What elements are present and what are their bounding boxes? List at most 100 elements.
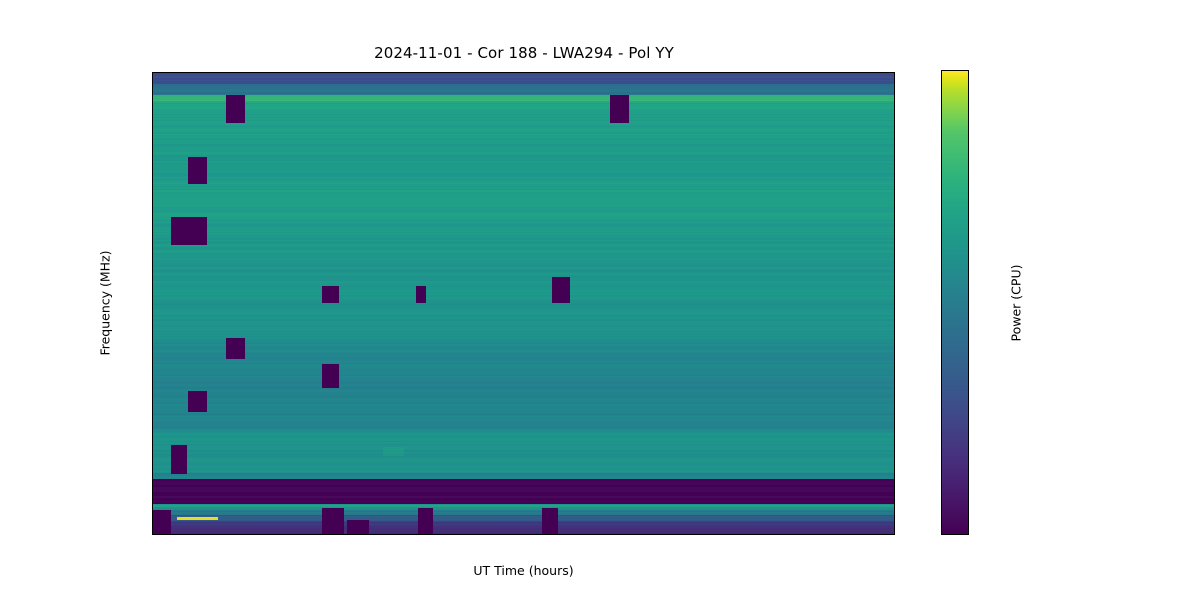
x-axis-minor-tick (867, 534, 868, 535)
spectrum-row (153, 112, 894, 116)
spectrum-row (153, 457, 894, 460)
colorbar-tick (968, 418, 969, 419)
x-axis-minor-tick (702, 534, 703, 535)
spectrum-row (153, 326, 894, 329)
spectrum-row (153, 438, 894, 441)
spectrum-row (153, 215, 894, 219)
low-frequency-gradient (153, 507, 894, 534)
spectrum-row (153, 364, 894, 368)
spectrum-row (153, 300, 894, 303)
spectrum-row (153, 251, 894, 254)
spectrum-row (153, 298, 894, 301)
y-axis-minor-tick (152, 441, 153, 442)
spectrum-row (153, 497, 894, 500)
spectrum-row (153, 306, 894, 309)
spectrum-row (153, 186, 894, 189)
spectrum-row (153, 148, 894, 151)
colorbar[interactable]: 0510152025303540 (941, 70, 969, 535)
spectrum-row (153, 374, 894, 377)
spectrogram-image (153, 73, 894, 534)
x-axis-minor-tick (772, 534, 773, 535)
spectrum-row (153, 209, 894, 212)
spectrum-row (153, 278, 894, 282)
spectrum-row (153, 395, 894, 398)
spectrum-row (153, 199, 894, 202)
spectrum-row (153, 151, 894, 154)
spectrum-row (153, 435, 894, 438)
spectrum-row (153, 328, 894, 331)
spectrum-row (153, 403, 894, 406)
spectrum-row (153, 400, 894, 403)
dropout-block (551, 277, 570, 303)
x-axis-minor-tick (489, 534, 490, 535)
spectrum-row (153, 280, 894, 283)
y-axis-minor-tick (152, 328, 153, 329)
spectrum-row (153, 212, 894, 215)
dropout-block (418, 507, 433, 534)
spectrum-row (153, 475, 894, 478)
spectrum-row (153, 474, 894, 477)
y-axis-tick (152, 428, 153, 429)
x-axis-tick (796, 534, 797, 535)
spectrum-row (153, 380, 894, 383)
colorbar-tick (968, 187, 969, 188)
x-axis-minor-tick (348, 534, 349, 535)
spectrum-row (153, 192, 894, 195)
spectrum-row (153, 94, 894, 97)
spectrum-row (153, 211, 894, 214)
spectrum-row (153, 481, 894, 484)
spectrum-row (153, 245, 894, 248)
spectrum-row (153, 377, 894, 380)
spectrum-row (153, 432, 894, 435)
y-axis-minor-tick (152, 290, 153, 291)
x-axis-minor-tick (631, 534, 632, 535)
spectrum-row (153, 406, 894, 409)
spectrum-row (153, 388, 894, 391)
spectrum-row (153, 88, 894, 91)
y-axis-minor-tick (152, 353, 153, 354)
spectrum-row (153, 114, 894, 117)
spectrum-row (153, 361, 894, 365)
spectrum-row (153, 492, 894, 495)
spectrum-row (153, 286, 894, 289)
spectrum-row (153, 288, 894, 291)
spectrum-row (153, 132, 894, 136)
spectrogram-axes[interactable]: 20304050607080789101112 (152, 72, 895, 535)
spectrum-row (153, 341, 894, 345)
spectrum-row (153, 179, 894, 182)
spectrum-row (153, 398, 894, 401)
spectrum-row (153, 281, 894, 285)
x-axis-minor-tick (536, 534, 537, 535)
y-axis-minor-tick (152, 76, 153, 77)
spectrum-row (153, 383, 894, 386)
spectrum-row (153, 460, 894, 463)
spectrum-row (153, 309, 894, 312)
spectrum-row (153, 420, 894, 423)
spectrum-row (153, 175, 894, 179)
spectrum-row (153, 220, 894, 223)
spectrum-row (153, 501, 894, 504)
spectrum-row (153, 122, 894, 125)
y-axis-minor-tick (152, 164, 153, 165)
spectrum-row (153, 263, 894, 266)
spectrum-row (153, 354, 894, 357)
spectrum-row (153, 225, 894, 228)
y-axis-minor-tick (152, 215, 153, 216)
spectrum-row (153, 191, 894, 194)
spectrum-row (153, 452, 894, 455)
spectrum-row (153, 189, 894, 192)
spectrum-row (153, 294, 894, 297)
spectrum-row (153, 126, 894, 129)
spectrum-row (153, 165, 894, 168)
spectrum-row (153, 451, 894, 454)
spectrum-row (153, 145, 894, 148)
x-axis-minor-tick (300, 534, 301, 535)
x-axis-minor-tick (182, 534, 183, 535)
spectrum-row (153, 500, 894, 503)
spectrum-row (153, 180, 894, 183)
spectrum-row (153, 174, 894, 177)
spectrum-row (153, 443, 894, 446)
spectrum-row (153, 480, 894, 483)
spectrum-row (153, 455, 894, 458)
spectrum-row (153, 242, 894, 245)
